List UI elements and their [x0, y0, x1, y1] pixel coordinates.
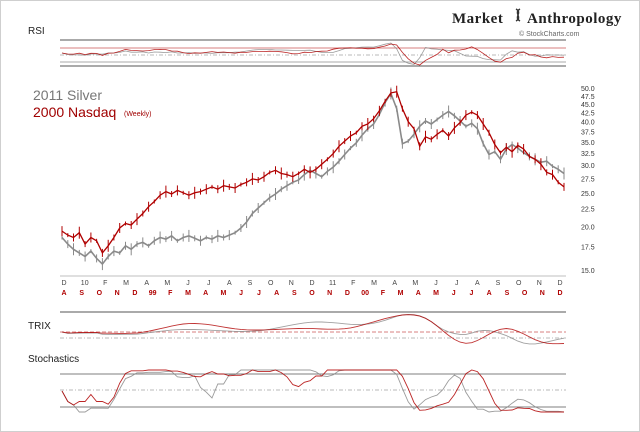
series-2-title: 2000 Nasdaq [33, 104, 116, 120]
x-tick-top-label: M [123, 280, 129, 287]
rsi-line-1 [61, 42, 565, 65]
x-tick-bottom-label: J [239, 290, 243, 297]
y-tick-label: 42.5 [581, 111, 595, 118]
x-tick-bottom-label: J [257, 290, 261, 297]
brand-name-right: Anthropology [527, 11, 622, 27]
x-tick-top-label: M [164, 280, 170, 287]
x-tick-top-label: A [227, 280, 232, 287]
y-tick-label: 30.0 [581, 163, 595, 170]
x-tick-bottom-label: O [309, 290, 315, 297]
x-tick-top-label: N [537, 280, 542, 287]
y-tick-label: 35.0 [581, 140, 595, 147]
x-tick-top-label: S [248, 280, 253, 287]
x-tick-bottom-label: S [292, 290, 297, 297]
series-2-line [61, 90, 565, 255]
y-tick-label: 20.0 [581, 225, 595, 232]
x-tick-top-label: O [516, 280, 522, 287]
x-tick-top-label: D [557, 280, 562, 287]
x-tick-bottom-label: N [540, 290, 545, 297]
x-tick-bottom-label: D [557, 290, 562, 297]
rsi-line-2 [61, 43, 565, 66]
x-tick-top-label: J [186, 280, 190, 287]
x-tick-bottom-label: A [203, 290, 208, 297]
x-tick-top-label: S [496, 280, 501, 287]
trix-line-2 [61, 314, 565, 345]
x-tick-bottom-label: F [381, 290, 386, 297]
x-tick-top-label: A [475, 280, 480, 287]
x-tick-bottom-label: N [327, 290, 332, 297]
x-tick-bottom-label: A [416, 290, 421, 297]
y-tick-label: 37.5 [581, 130, 595, 137]
x-tick-bottom-label: N [115, 290, 120, 297]
x-tick-bottom-label: M [220, 290, 226, 297]
series-1-line [61, 91, 565, 266]
x-tick-top-label: D [61, 280, 66, 287]
stochastics-label: Stochastics [28, 354, 79, 365]
y-tick-label: 15.0 [581, 268, 595, 275]
x-tick-bottom-label: J [452, 290, 456, 297]
stoch-line-1 [61, 369, 565, 413]
y-tick-label: 27.5 [581, 176, 595, 183]
trix-line-1 [61, 313, 565, 345]
x-tick-top-label: A [144, 280, 149, 287]
x-tick-bottom-label: O [97, 290, 103, 297]
brand-name-left: Market [452, 11, 503, 27]
x-tick-bottom-label: F [168, 290, 173, 297]
x-tick-bottom-label: D [345, 290, 350, 297]
x-tick-top-label: M [371, 280, 377, 287]
y-tick-label: 22.5 [581, 207, 595, 214]
trix-label: TRIX [28, 321, 51, 332]
x-tick-top-label: 10 [81, 280, 89, 287]
x-tick-top-label: N [289, 280, 294, 287]
y-tick-label: 45.0 [581, 102, 595, 109]
x-tick-bottom-label: A [274, 290, 279, 297]
x-tick-bottom-label: 99 [149, 290, 157, 297]
y-tick-label: 25.0 [581, 191, 595, 198]
y-tick-label: 47.5 [581, 94, 595, 101]
x-tick-bottom-label: D [132, 290, 137, 297]
x-tick-bottom-label: A [61, 290, 66, 297]
x-tick-bottom-label: A [487, 290, 492, 297]
x-tick-top-label: F [351, 280, 355, 287]
x-tick-bottom-label: S [505, 290, 510, 297]
y-tick-label: 40.0 [581, 120, 595, 127]
x-tick-bottom-label: M [185, 290, 191, 297]
y-tick-label: 17.5 [581, 245, 595, 252]
x-tick-top-label: O [268, 280, 274, 287]
x-tick-bottom-label: 00 [361, 290, 369, 297]
x-tick-bottom-label: M [433, 290, 439, 297]
x-tick-bottom-label: S [79, 290, 84, 297]
x-tick-bottom-label: M [398, 290, 404, 297]
x-tick-top-label: D [309, 280, 314, 287]
x-tick-top-label: J [207, 280, 211, 287]
x-tick-top-label: A [392, 280, 397, 287]
x-tick-top-label: J [434, 280, 438, 287]
source-credit: © StockCharts.com [519, 30, 580, 38]
x-tick-bottom-label: O [522, 290, 528, 297]
x-tick-top-label: J [455, 280, 459, 287]
series-2-note: (Weekly) [124, 111, 151, 118]
y-tick-label: 50.0 [581, 86, 595, 93]
x-tick-top-label: M [412, 280, 418, 287]
series-1-title: 2011 Silver [33, 87, 102, 103]
y-tick-label: 32.5 [581, 151, 595, 158]
rsi-label: RSI [28, 26, 45, 37]
brand-logo-icon [515, 8, 521, 22]
x-tick-top-label: F [103, 280, 107, 287]
x-tick-bottom-label: J [469, 290, 473, 297]
x-tick-top-label: 11 [329, 280, 336, 287]
stoch-line-2 [61, 369, 564, 413]
